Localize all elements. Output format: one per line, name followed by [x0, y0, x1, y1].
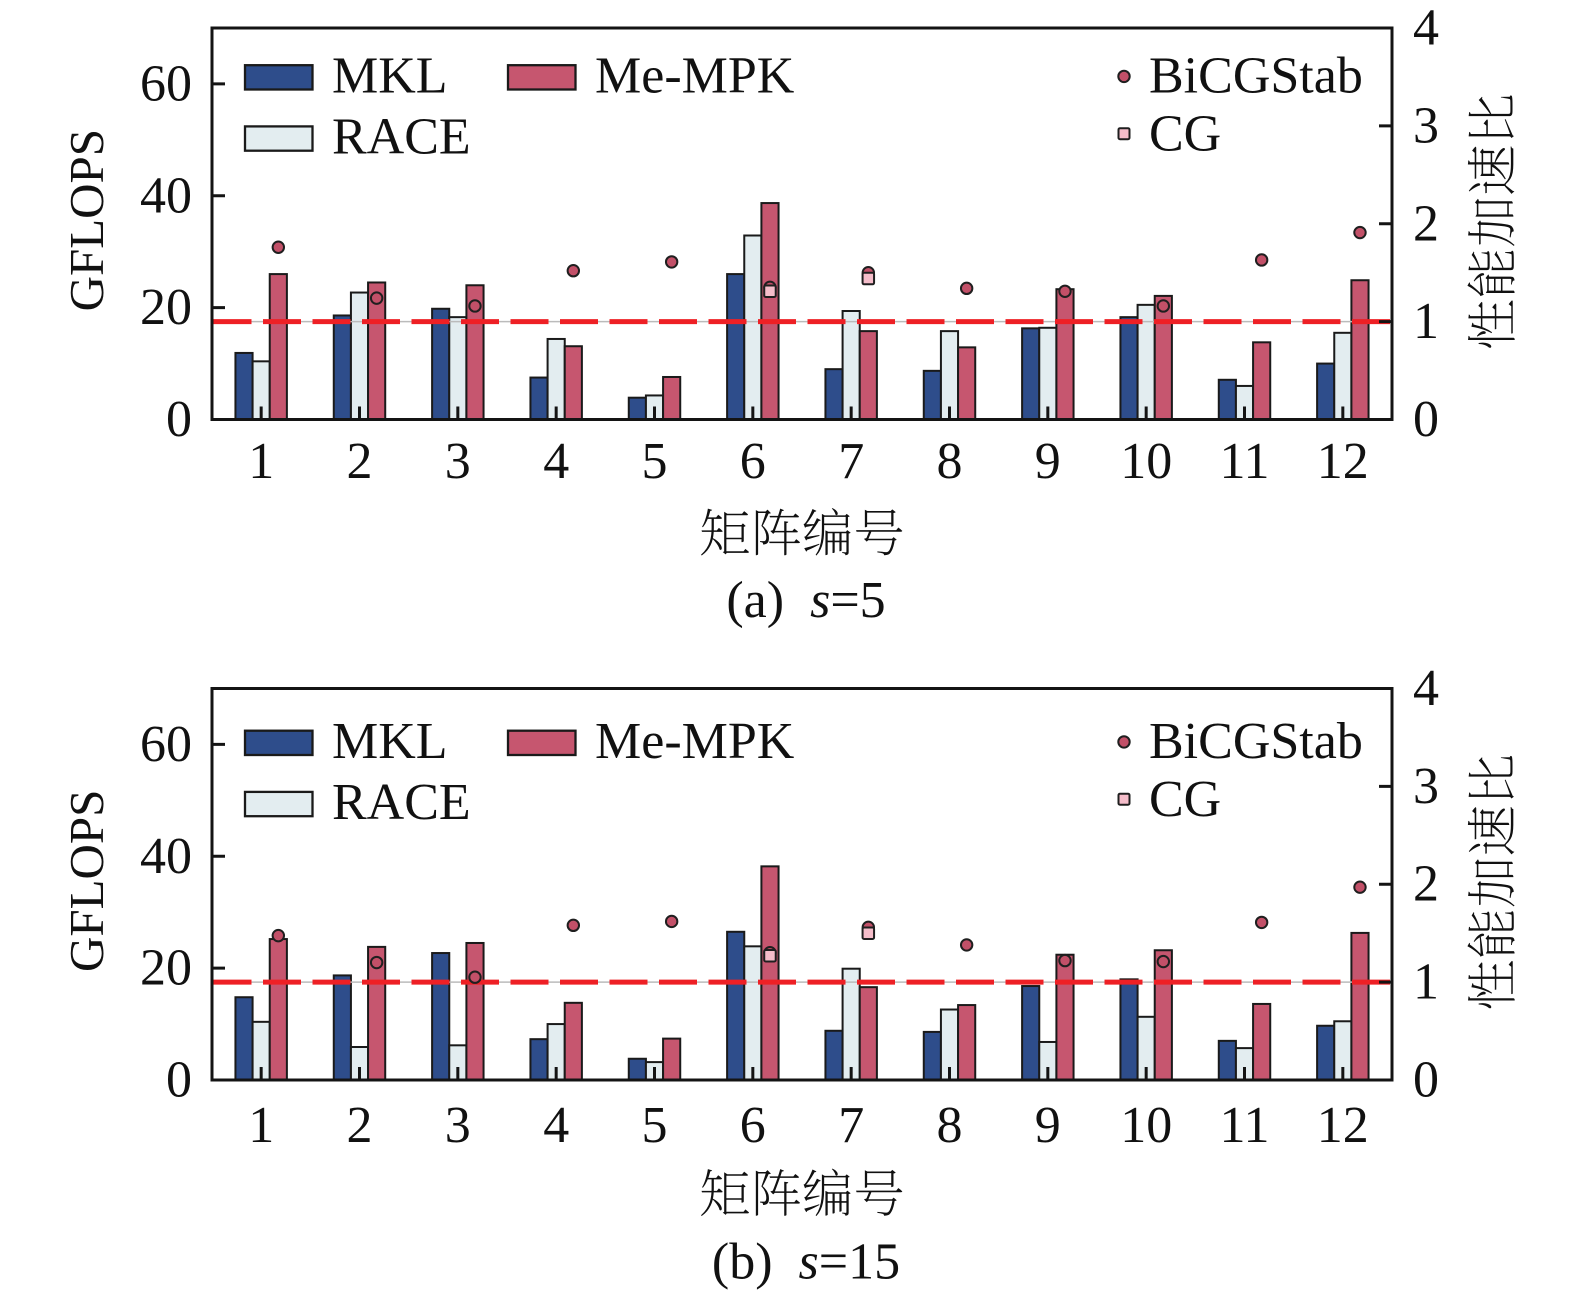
svg-text:MKL: MKL: [332, 713, 448, 770]
svg-text:8: 8: [937, 1097, 963, 1154]
svg-text:10: 10: [1120, 1097, 1172, 1154]
svg-text:0: 0: [1413, 1052, 1439, 1109]
svg-text:RACE: RACE: [332, 109, 471, 166]
svg-text:5: 5: [642, 1097, 668, 1154]
svg-text:5: 5: [642, 433, 668, 490]
svg-text:4: 4: [543, 433, 569, 490]
svg-text:7: 7: [838, 433, 864, 490]
svg-text:1: 1: [1413, 293, 1439, 350]
svg-text:7: 7: [838, 1097, 864, 1154]
svg-text:2: 2: [1413, 195, 1439, 252]
svg-text:1: 1: [1413, 954, 1439, 1011]
svg-text:3: 3: [1413, 758, 1439, 815]
svg-text:4: 4: [1413, 660, 1439, 717]
svg-text:1: 1: [248, 1097, 274, 1154]
svg-text:CG: CG: [1149, 771, 1221, 828]
svg-text:20: 20: [140, 279, 192, 336]
svg-text:(b) s=15: (b) s=15: [712, 1234, 900, 1291]
svg-text:RACE: RACE: [332, 774, 471, 831]
svg-text:4: 4: [1413, 0, 1439, 57]
svg-text:2: 2: [347, 433, 373, 490]
svg-text:9: 9: [1035, 433, 1061, 490]
svg-text:2: 2: [347, 1097, 373, 1154]
svg-text:20: 20: [140, 940, 192, 997]
svg-text:40: 40: [140, 167, 192, 224]
svg-text:12: 12: [1317, 1097, 1369, 1154]
svg-text:4: 4: [543, 1097, 569, 1154]
svg-text:2: 2: [1413, 856, 1439, 913]
svg-text:GFLOPS: GFLOPS: [59, 790, 114, 972]
svg-text:0: 0: [166, 391, 192, 448]
svg-text:11: 11: [1219, 1097, 1269, 1154]
svg-text:3: 3: [445, 1097, 471, 1154]
svg-text:9: 9: [1035, 1097, 1061, 1154]
svg-text:8: 8: [937, 433, 963, 490]
svg-text:BiCGStab: BiCGStab: [1149, 713, 1363, 770]
svg-text:Me-MPK: Me-MPK: [595, 47, 795, 104]
svg-text:10: 10: [1120, 433, 1172, 490]
svg-text:Me-MPK: Me-MPK: [595, 713, 795, 770]
svg-text:40: 40: [140, 828, 192, 885]
svg-text:3: 3: [1413, 97, 1439, 154]
svg-text:6: 6: [740, 1097, 766, 1154]
svg-text:GFLOPS: GFLOPS: [59, 129, 114, 311]
svg-text:0: 0: [1413, 391, 1439, 448]
svg-text:1: 1: [248, 433, 274, 490]
svg-text:CG: CG: [1149, 106, 1221, 163]
svg-text:BiCGStab: BiCGStab: [1149, 48, 1363, 105]
svg-text:11: 11: [1219, 433, 1269, 490]
svg-text:3: 3: [445, 433, 471, 490]
svg-text:(a) s=5: (a) s=5: [726, 572, 885, 629]
svg-text:60: 60: [140, 55, 192, 112]
svg-text:MKL: MKL: [332, 47, 448, 104]
svg-text:60: 60: [140, 716, 192, 773]
svg-text:0: 0: [166, 1052, 192, 1109]
svg-text:12: 12: [1317, 433, 1369, 490]
svg-text:6: 6: [740, 433, 766, 490]
